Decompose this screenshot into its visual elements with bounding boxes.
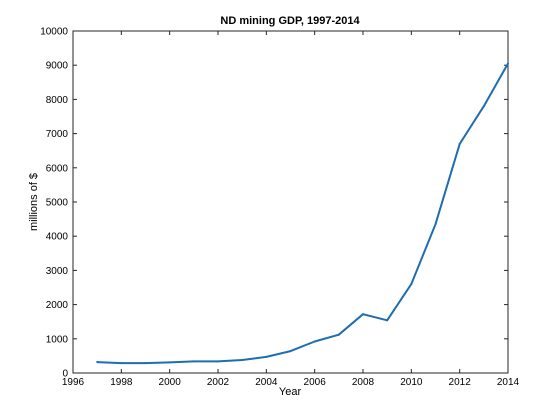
- data-point: [144, 362, 147, 365]
- x-tick-label: 2008: [352, 377, 375, 388]
- y-tick-label: 4000: [46, 232, 69, 243]
- data-point: [120, 362, 123, 365]
- x-tick-label: 2002: [207, 377, 230, 388]
- y-tick-label: 5000: [46, 198, 69, 209]
- x-tick-label: 2006: [304, 377, 327, 388]
- x-tick-label: 1998: [110, 377, 133, 388]
- data-point: [434, 223, 437, 226]
- series-layer: [96, 62, 509, 365]
- x-tick-label: 1996: [62, 377, 85, 388]
- x-tick-label: 2010: [400, 377, 423, 388]
- data-point: [217, 360, 219, 363]
- data-point: [313, 340, 316, 343]
- y-tick-label: 10000: [40, 27, 68, 38]
- data-point: [362, 313, 364, 316]
- data-point: [337, 333, 340, 336]
- x-axis-label: Year: [279, 386, 302, 398]
- x-axis: 1996 1998 2000 2002 2004 2006 2008 2010 2012 2014: [62, 31, 520, 388]
- data-point: [410, 283, 413, 286]
- x-tick-label: 2004: [255, 377, 278, 388]
- y-tick-label: 7000: [46, 129, 69, 140]
- y-tick-label: 2000: [46, 300, 69, 311]
- y-tick-label: 0: [62, 369, 68, 380]
- series-line: [97, 63, 509, 365]
- y-axis: 0 1000 2000 3000 4000 5000 6000 7000 8000 9000 100…: [40, 27, 508, 380]
- y-axis-label: millions of $: [28, 173, 40, 231]
- data-point: [507, 62, 509, 65]
- data-point: [241, 359, 244, 362]
- y-tick-label: 1000: [46, 334, 69, 345]
- chart-title: ND mining GDP, 1997-2014: [220, 15, 360, 27]
- y-tick-label: 3000: [46, 266, 69, 277]
- data-point: [168, 361, 171, 364]
- y-tick-label: 9000: [46, 61, 69, 72]
- x-tick-label: 2012: [449, 377, 472, 388]
- data-point: [386, 319, 389, 322]
- data-point: [289, 350, 292, 353]
- data-point: [482, 105, 485, 108]
- y-tick-label: 6000: [46, 163, 69, 174]
- data-point: [265, 355, 268, 358]
- y-tick-label: 8000: [46, 95, 69, 106]
- data-point: [458, 142, 461, 145]
- x-tick-label: 2014: [497, 377, 520, 388]
- data-point: [192, 360, 195, 363]
- plot-area: [72, 30, 509, 374]
- data-point: [96, 361, 99, 364]
- x-tick-label: 2000: [159, 377, 182, 388]
